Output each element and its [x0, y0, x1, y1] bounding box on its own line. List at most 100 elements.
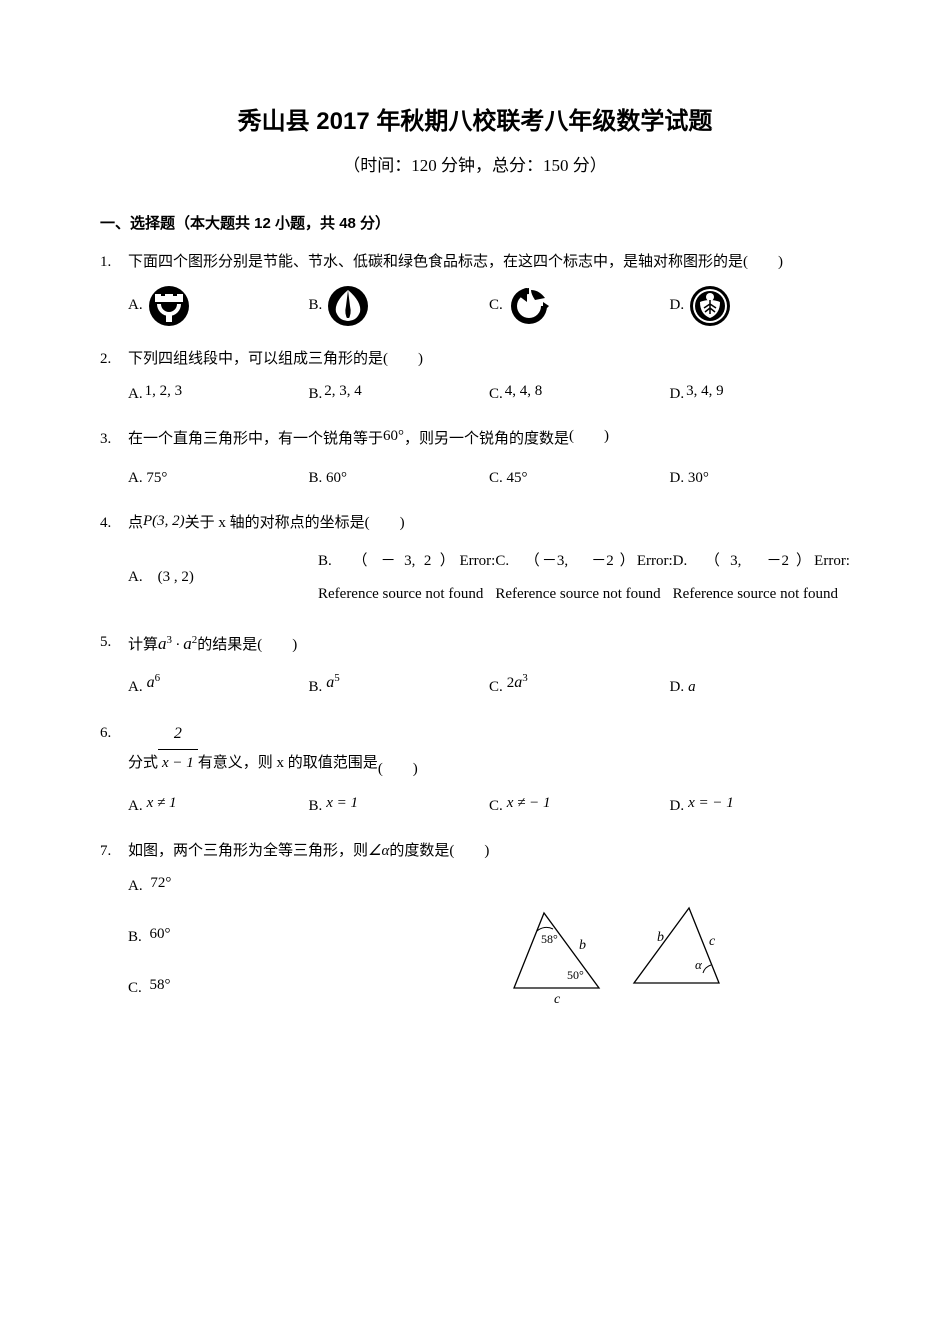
option-b: B. 60° — [128, 924, 388, 951]
option-text: A. (3 , 2) — [128, 564, 194, 591]
math-base: a — [183, 634, 192, 653]
option-value: 3, 4, 9 — [686, 378, 724, 405]
exam-title: 秀山县 2017 年秋期八校联考八年级数学试题 — [100, 100, 850, 143]
option-d: D. 30° — [670, 465, 851, 492]
math-exp: 5 — [334, 672, 340, 684]
option-d: D. 3, 4, 9 — [670, 381, 851, 408]
option-c: C. （－3, －2 ）Error: Reference source not … — [495, 545, 672, 611]
figure-side-label: c — [554, 992, 561, 1007]
option-a: A. 75° — [128, 465, 309, 492]
option-label: C. — [489, 674, 503, 701]
green-food-logo-icon — [688, 284, 732, 328]
question-number: 1. — [100, 249, 128, 328]
question-text: 下面四个图形分别是节能、节水、低碳和绿色食品标志，在这四个标志中，是轴对称图形的… — [128, 249, 850, 276]
option-c: C. 58° — [128, 975, 388, 1002]
figure-alpha-label: α — [695, 957, 703, 972]
option-row: A. a6 B. a5 C. 2a3 D. a — [128, 673, 850, 702]
question-6: 6. 分式 2 x − 1 有意义，则 x 的取值范围是 ( ) A. x ≠ … — [100, 720, 850, 820]
option-label: A. — [128, 878, 143, 894]
question-number: 3. — [100, 426, 128, 492]
text-part: 如图，两个三角形为全等三角形，则 — [128, 843, 368, 859]
text-part: 有意义，则 x 的取值范围是 — [198, 750, 378, 777]
option-a: A. x ≠ 1 — [128, 793, 309, 820]
option-label: D. — [670, 793, 685, 820]
option-c: C. 45° — [489, 465, 670, 492]
figure-angle-label: 58° — [541, 932, 558, 946]
option-label: B. — [309, 674, 323, 701]
question-5: 5. 计算a3 · a2的结果是( ) A. a6 B. a5 C. 2a3 — [100, 629, 850, 702]
figure-side-label: b — [657, 930, 664, 945]
option-value: x ≠ − 1 — [507, 790, 551, 817]
option-d: D. — [670, 284, 851, 328]
option-value: 4, 4, 8 — [505, 378, 543, 405]
text-part: ( ) — [569, 428, 609, 444]
option-d: D. x = − 1 — [670, 793, 851, 820]
option-label: B. — [309, 793, 323, 820]
option-label: D. — [670, 674, 685, 701]
question-number: 7. — [100, 838, 128, 1026]
option-label: A. — [128, 793, 143, 820]
option-b: B. — [309, 284, 490, 328]
option-row: A. 1, 2, 3 B. 2, 3, 4 C. 4, 4, 8 D. 3, 4… — [128, 381, 850, 408]
option-b: B. 2, 3, 4 — [309, 381, 490, 408]
option-label: A. — [128, 381, 143, 408]
text-part: 计算 — [128, 637, 158, 653]
text-part: 的结果是( ) — [197, 637, 297, 653]
option-label: B. — [309, 381, 323, 408]
figure-side-label: c — [709, 934, 716, 949]
question-body: 计算a3 · a2的结果是( ) A. a6 B. a5 C. 2a3 — [128, 629, 850, 702]
math-exp: 3 — [522, 672, 528, 684]
option-a: A. — [128, 284, 309, 328]
option-value: 1, 2, 3 — [145, 378, 183, 405]
option-value: 60° — [150, 926, 171, 942]
text-part: 的度数是( ) — [389, 843, 489, 859]
text-part: 在一个直角三角形中，有一个锐角等于 — [128, 431, 383, 447]
option-label: B. — [309, 292, 323, 319]
question-7: 7. 如图，两个三角形为全等三角形，则∠α的度数是( ) A. 72° B. 6… — [100, 838, 850, 1026]
option-label: B. — [128, 929, 142, 945]
q7-options: A. 72° B. 60° C. 58° — [128, 873, 388, 1026]
option-value: 72° — [150, 875, 171, 891]
question-text: 点P(3, 2)关于 x 轴的对称点的坐标是( ) — [128, 510, 850, 537]
text-part: ，则另一个锐角的度数是 — [404, 431, 569, 447]
option-d: D. （ 3, －2 ）Error: Reference source not … — [673, 545, 850, 611]
option-a: A. 1, 2, 3 — [128, 381, 309, 408]
option-label: C. — [128, 980, 142, 996]
figure-angle-label: 50° — [567, 968, 584, 982]
option-label: D. — [670, 381, 685, 408]
option-a: A. (3 , 2) — [128, 545, 318, 611]
option-b: B. a5 — [309, 673, 490, 702]
question-3: 3. 在一个直角三角形中，有一个锐角等于60°，则另一个锐角的度数是( ) A.… — [100, 426, 850, 492]
option-label: A. — [128, 292, 143, 319]
option-b: B. x = 1 — [309, 793, 490, 820]
q7-figure: 58° 50° b c b c α — [388, 873, 850, 1023]
option-label: C. — [489, 381, 503, 408]
question-body: 如图，两个三角形为全等三角形，则∠α的度数是( ) A. 72° B. 60° … — [128, 838, 850, 1026]
option-value: x = − 1 — [688, 790, 734, 817]
point-value: P(3, 2) — [143, 513, 185, 529]
option-a: A. 72° — [128, 873, 388, 900]
option-bcd-group: B. （ － 3, 2 ）Error: Reference source not… — [318, 545, 850, 611]
option-value: x = 1 — [326, 790, 358, 817]
angle-label: ∠α — [368, 843, 389, 859]
figure-side-label: b — [579, 938, 586, 953]
option-label: C. — [489, 292, 503, 319]
option-b: B. 60° — [309, 465, 490, 492]
option-b: B. （ － 3, 2 ）Error: Reference source not… — [318, 545, 495, 611]
math-op: · — [172, 637, 183, 653]
question-body: 下列四组线段中，可以组成三角形的是( ) A. 1, 2, 3 B. 2, 3,… — [128, 346, 850, 408]
question-number: 5. — [100, 629, 128, 702]
option-c: C. 2a3 — [489, 673, 670, 702]
option-value: x ≠ 1 — [147, 790, 177, 817]
question-text: 在一个直角三角形中，有一个锐角等于60°，则另一个锐角的度数是( ) — [128, 426, 850, 453]
question-text: 计算a3 · a2的结果是( ) — [128, 629, 850, 660]
fraction-numerator: 2 — [158, 720, 198, 750]
option-row: A. B. C. — [128, 284, 850, 328]
question-body: 在一个直角三角形中，有一个锐角等于60°，则另一个锐角的度数是( ) A. 75… — [128, 426, 850, 492]
question-text: 下列四组线段中，可以组成三角形的是( ) — [128, 346, 850, 373]
text-part: 关于 x 轴的对称点的坐标是( ) — [185, 515, 405, 531]
math-base: a — [158, 634, 167, 653]
question-body: 点P(3, 2)关于 x 轴的对称点的坐标是( ) A. (3 , 2) B. … — [128, 510, 850, 611]
option-label: D. — [670, 292, 685, 319]
triangle-diagram-icon: 58° 50° b c b c α — [499, 903, 739, 1013]
